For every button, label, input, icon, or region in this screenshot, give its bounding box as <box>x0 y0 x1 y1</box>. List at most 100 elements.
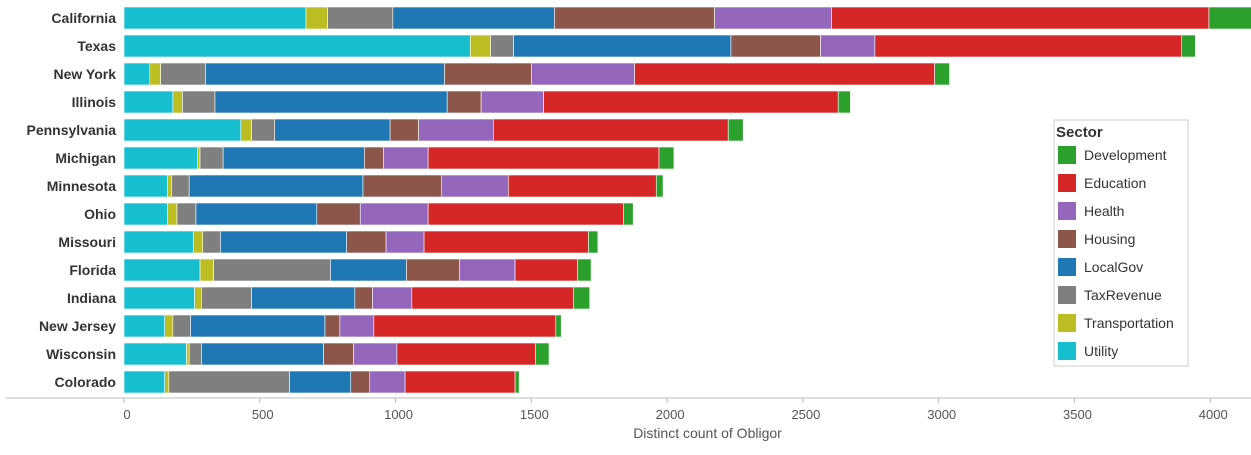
bar-segment-housing-colorado <box>350 370 371 394</box>
bar-segment-utility-michigan <box>123 146 198 170</box>
bar-segment-development-california <box>1208 6 1251 30</box>
bar-segment-education-texas <box>874 34 1183 58</box>
bars-layer <box>123 6 1251 394</box>
bar-segment-health-ohio <box>359 202 429 226</box>
bar-segment-housing-minnesota <box>362 174 443 198</box>
bar-segment-utility-illinois <box>123 90 174 114</box>
bar-segment-housing-new-jersey <box>324 314 341 338</box>
bar-segment-transportation-ohio <box>167 202 178 226</box>
bar-segment-localgov-indiana <box>251 286 356 310</box>
bar-segment-development-new-jersey <box>555 314 562 338</box>
legend-label-transportation: Transportation <box>1084 315 1174 331</box>
bar-segment-transportation-florida <box>199 258 214 282</box>
legend-label-localgov: LocalGov <box>1084 259 1143 275</box>
bar-segment-utility-california <box>123 6 307 30</box>
bar-segment-development-new-york <box>934 62 950 86</box>
bar-segment-health-missouri <box>385 230 425 254</box>
x-tick-label: 1000 <box>384 407 413 422</box>
bar-segment-localgov-texas <box>513 34 732 58</box>
bar-segment-localgov-new-york <box>205 62 445 86</box>
category-label: Missouri <box>58 234 116 250</box>
legend-swatch-education <box>1058 174 1076 192</box>
category-label: Indiana <box>67 290 116 306</box>
bar-segment-health-california <box>714 6 832 30</box>
category-label: Ohio <box>84 206 116 222</box>
bar-segment-taxrevenue-missouri <box>202 230 221 254</box>
bar-segment-transportation-indiana <box>194 286 202 310</box>
x-tick-label: 500 <box>252 407 274 422</box>
bar-segment-localgov-illinois <box>214 90 448 114</box>
bar-segment-taxrevenue-wisconsin <box>188 342 202 366</box>
bar-segment-utility-missouri <box>123 230 194 254</box>
x-tick-label: 4000 <box>1199 407 1228 422</box>
bar-segment-transportation-missouri <box>192 230 204 254</box>
bar-segment-localgov-minnesota <box>188 174 364 198</box>
bar-segment-health-florida <box>459 258 516 282</box>
bar-segment-transportation-minnesota <box>167 174 172 198</box>
category-label: Michigan <box>55 150 116 166</box>
bar-segment-utility-wisconsin <box>123 342 187 366</box>
bar-segment-housing-indiana <box>354 286 373 310</box>
bar-segment-housing-new-york <box>444 62 532 86</box>
category-label: Texas <box>77 38 116 54</box>
bar-segment-housing-ohio <box>316 202 361 226</box>
bar-segment-education-indiana <box>411 286 574 310</box>
bar-segment-health-minnesota <box>441 174 509 198</box>
bar-segment-transportation-wisconsin <box>186 342 190 366</box>
x-axis: 0 500 1000 1500 2000 2500 3000 3500 4000 <box>6 397 1251 422</box>
bar-segment-localgov-wisconsin <box>201 342 324 366</box>
x-tick-label: 3500 <box>1063 407 1092 422</box>
bar-segment-localgov-pennsylvania <box>274 118 391 142</box>
bar-segment-housing-michigan <box>364 146 384 170</box>
bar-segment-transportation-new-york <box>149 62 161 86</box>
bar-segment-housing-pennsylvania <box>389 118 419 142</box>
x-tick-label: 3000 <box>927 407 956 422</box>
bar-segment-transportation-pennsylvania <box>240 118 252 142</box>
x-tick-label: 1500 <box>520 407 549 422</box>
legend-label-education: Education <box>1084 175 1146 191</box>
legend-label-development: Development <box>1084 147 1167 163</box>
bar-segment-taxrevenue-michigan <box>199 146 224 170</box>
bar-segment-localgov-missouri <box>220 230 347 254</box>
bar-segment-education-new-jersey <box>373 314 557 338</box>
bar-segment-transportation-new-jersey <box>164 314 174 338</box>
category-label: Pennsylvania <box>27 122 117 138</box>
bar-segment-taxrevenue-illinois <box>182 90 216 114</box>
bar-segment-utility-florida <box>123 258 201 282</box>
legend-swatch-development <box>1058 146 1076 164</box>
category-label: Colorado <box>55 374 116 390</box>
category-label: Florida <box>69 262 116 278</box>
bar-segment-housing-florida <box>406 258 460 282</box>
bar-segment-taxrevenue-ohio <box>176 202 197 226</box>
bar-segment-development-ohio <box>623 202 634 226</box>
bar-segment-taxrevenue-new-jersey <box>172 314 191 338</box>
bar-segment-health-pennsylvania <box>418 118 494 142</box>
bar-segment-education-illinois <box>543 90 839 114</box>
bar-segment-transportation-colorado <box>164 370 170 394</box>
bar-segment-development-minnesota <box>655 174 664 198</box>
bar-segment-localgov-colorado <box>289 370 352 394</box>
legend-label-utility: Utility <box>1084 343 1118 359</box>
x-tick-label: 0 <box>123 407 130 422</box>
bar-segment-education-florida <box>514 258 578 282</box>
bar-segment-housing-missouri <box>346 230 387 254</box>
legend-swatch-health <box>1058 202 1076 220</box>
bar-segment-education-california <box>831 6 1210 30</box>
legend-label-taxrevenue: TaxRevenue <box>1084 287 1162 303</box>
legend-title: Sector <box>1056 124 1103 141</box>
category-labels: California Texas New York Illinois Pennsylva… <box>27 10 117 390</box>
bar-segment-health-new-jersey <box>339 314 375 338</box>
bar-segment-health-michigan <box>383 146 429 170</box>
bar-segment-education-minnesota <box>507 174 657 198</box>
bar-segment-development-michigan <box>658 146 675 170</box>
bar-segment-utility-indiana <box>123 286 195 310</box>
bar-segment-education-pennsylvania <box>493 118 729 142</box>
bar-segment-transportation-michigan <box>197 146 201 170</box>
category-label: California <box>51 10 116 26</box>
bar-segment-taxrevenue-new-york <box>160 62 206 86</box>
x-tick-label: 2500 <box>791 407 820 422</box>
bar-segment-housing-wisconsin <box>323 342 354 366</box>
legend-box <box>1053 119 1189 367</box>
bar-segment-housing-texas <box>730 34 821 58</box>
bar-segment-development-wisconsin <box>535 342 550 366</box>
